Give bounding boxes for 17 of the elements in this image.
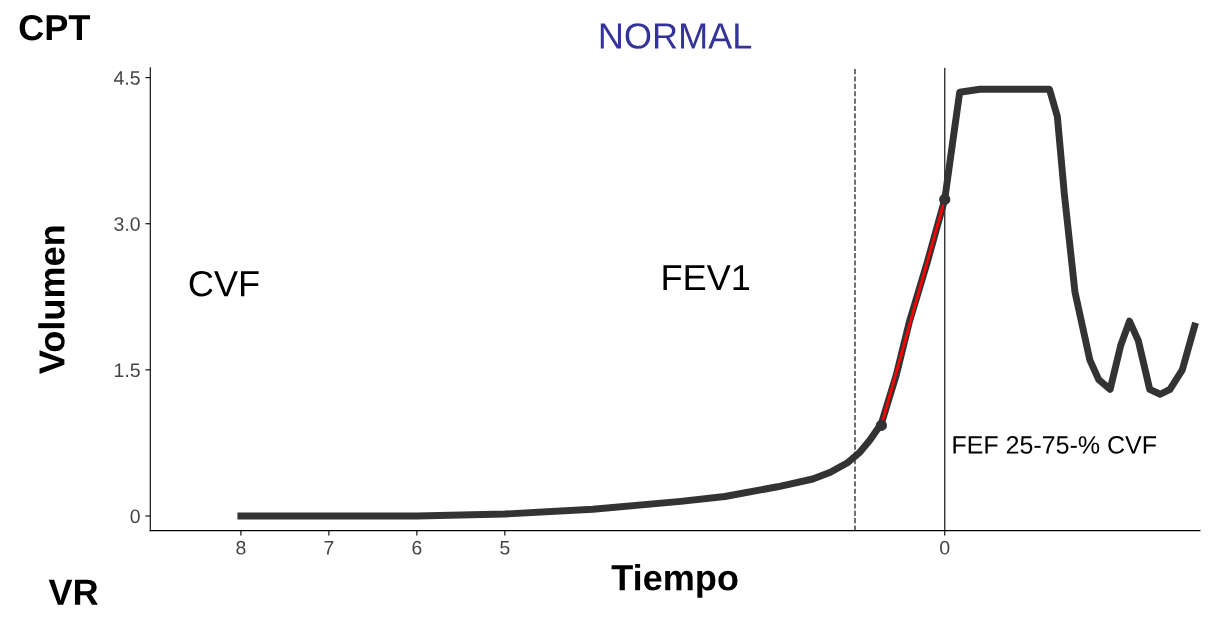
y-tick-label: 1.5	[115, 363, 140, 378]
text: CPT	[19, 14, 91, 41]
chart-title: NORMAL	[600, 23, 752, 49]
annotation: CVF	[189, 270, 259, 297]
annotation: FEF 25-75-% CVF	[953, 436, 1157, 454]
x-tick-label: 7	[324, 541, 334, 555]
annotation: FEV1	[663, 265, 750, 290]
y-axis-title: Volumen	[38, 226, 65, 374]
y-tick-label: 4.5	[113, 71, 140, 85]
text: VR	[48, 579, 98, 605]
x-tick-label: 6	[412, 540, 422, 555]
x-tick-label: 8	[236, 540, 246, 555]
x-tick-label: 0	[940, 540, 950, 555]
x-axis-title: Tiempo	[611, 564, 738, 598]
x-tick-label: 5	[500, 541, 510, 555]
y-tick-label: 0	[130, 509, 140, 524]
y-tick-label: 3.0	[114, 217, 140, 231]
